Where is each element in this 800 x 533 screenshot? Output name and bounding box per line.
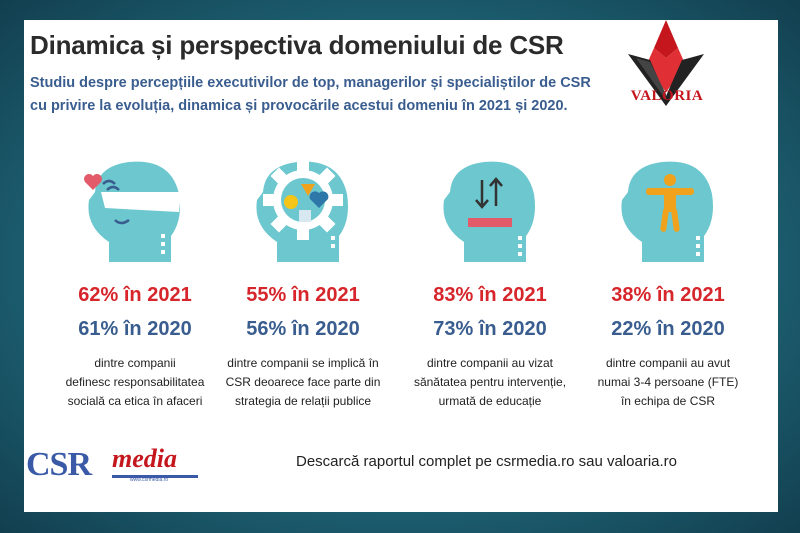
stat-3-desc-line: urmată de educație: [438, 394, 542, 408]
head-heart-visor-icon: [84, 161, 181, 262]
stat-4-desc-line: dintre companii au avut: [605, 356, 731, 370]
download-report-text: Descarcă raportul complet pe csrmedia.ro…: [296, 453, 677, 470]
csrmedia-logo: CSR media www.csrmedia.ro: [26, 444, 206, 492]
subtitle-line-1: Studiu despre percepțiile executivilor d…: [30, 75, 591, 91]
page-title: Dinamica și perspectiva domeniului de CS…: [30, 30, 564, 60]
stat-2-2021: 55% în 2021: [246, 284, 360, 306]
stat-2-description: dintre companii se implică în CSR deoare…: [213, 354, 393, 411]
stat-2-2020: 56% în 2020: [246, 318, 360, 340]
stat-1-description: dintre companii definesc responsabilitat…: [45, 354, 225, 411]
head-person-icon: [621, 161, 713, 262]
stat-3-desc-line: dintre companii au vizat: [426, 356, 554, 370]
stat-3-desc-line: sănătatea pentru intervenție,: [413, 375, 567, 389]
csrmedia-logo-url: www.csrmedia.ro: [130, 477, 169, 483]
stat-4-description: dintre companii au avut numai 3-4 persoa…: [578, 354, 758, 411]
stat-4-desc-line: în echipa de CSR: [620, 394, 716, 408]
stat-3-2020: 73% în 2020: [433, 318, 547, 340]
stat-1-desc-line: socială ca etica în afaceri: [67, 394, 203, 408]
stat-card-2: 55% în 2021 56% în 2020 dintre companii …: [213, 150, 393, 411]
head-arrows-icon: [443, 161, 535, 262]
head-gear-shapes-icon: [256, 160, 348, 262]
stat-1-desc-line: dintre companii: [94, 356, 176, 370]
stat-3-description: dintre companii au vizat sănătatea pentr…: [400, 354, 580, 411]
csrmedia-logo-main: CSR: [26, 446, 92, 483]
infographic-card: [24, 20, 778, 512]
stat-card-3: 83% în 2021 73% în 2020 dintre companii …: [400, 150, 580, 411]
stat-card-1: 62% în 2021 61% în 2020 dintre companii …: [45, 150, 225, 411]
stat-1-2021: 62% în 2021: [78, 284, 192, 306]
stat-4-2020: 22% în 2020: [611, 318, 725, 340]
stat-2-desc-line: dintre companii se implică în: [227, 356, 379, 370]
page-subtitle: Studiu despre percepțiile executivilor d…: [30, 72, 610, 118]
stat-4-desc-line: numai 3-4 persoane (FTE): [597, 375, 739, 389]
stat-2-desc-line: strategia de relații publice: [234, 394, 372, 408]
subtitle-line-2: cu privire la evoluția, dinamica și prov…: [30, 98, 568, 114]
stat-1-2020: 61% în 2020: [78, 318, 192, 340]
stat-3-2021: 83% în 2021: [433, 284, 547, 306]
csrmedia-logo-bar: [112, 475, 198, 478]
stat-2-desc-line: CSR deoarece face parte din: [225, 375, 381, 389]
stat-4-2021: 38% în 2021: [611, 284, 725, 306]
stat-1-desc-line: definesc responsabilitatea: [65, 375, 205, 389]
stat-card-4: 38% în 2021 22% în 2020 dintre companii …: [578, 150, 758, 411]
csrmedia-logo-accent: media: [112, 444, 177, 473]
valoria-logo-text: VALORIA: [630, 88, 704, 104]
valoria-logo-icon: [628, 20, 704, 106]
